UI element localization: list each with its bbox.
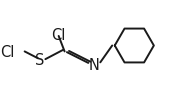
Text: Cl: Cl	[52, 28, 66, 43]
Text: Cl: Cl	[0, 45, 14, 60]
Text: N: N	[89, 59, 100, 73]
Text: S: S	[35, 53, 45, 68]
